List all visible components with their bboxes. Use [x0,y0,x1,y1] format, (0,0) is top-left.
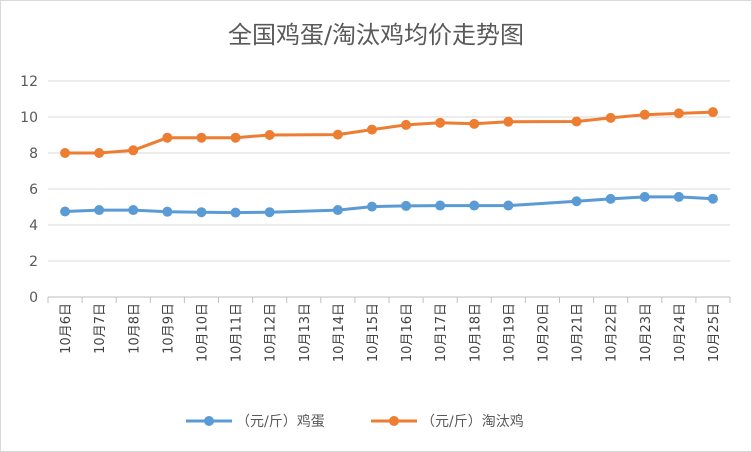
data-point [128,205,139,216]
x-tick-label: 10月18日 [468,303,483,362]
x-tick-label: 10月7日 [93,303,108,354]
x-tick-label: 10月13日 [298,303,313,362]
x-tick-label: 10月11日 [230,303,245,362]
x-tick-label: 10月24日 [673,303,688,362]
data-point [469,200,480,211]
legend-marker [389,416,399,426]
y-tick-label: 6 [29,182,38,198]
x-tick-label: 10月17日 [434,303,449,362]
legend-label: （元/斤）淘汰鸡 [421,413,524,430]
data-point [128,145,139,156]
data-point [332,129,343,140]
data-point [639,109,650,120]
data-point [264,130,275,140]
data-point [162,132,173,143]
data-point [60,148,71,158]
x-tick-label: 10月8日 [127,303,142,354]
x-tick-label: 10月22日 [605,303,620,362]
data-point [673,191,684,202]
y-tick-label: 0 [29,290,38,306]
series-line-0 [63,195,715,215]
data-point [605,112,616,123]
series-line-1 [63,110,715,155]
data-point [332,205,343,216]
data-point [366,124,377,135]
y-tick-label: 4 [29,218,38,234]
x-tick-label: 10月25日 [707,303,722,362]
data-point [707,193,718,204]
data-point [639,191,650,202]
data-point [230,207,241,218]
legend-label: （元/斤）鸡蛋 [236,413,325,430]
x-tick-label: 10月16日 [400,303,415,362]
data-point [94,205,105,216]
x-tick-label: 10月6日 [59,303,74,354]
data-point [162,206,173,217]
data-point [469,118,480,129]
data-point [707,107,718,118]
data-point [196,207,207,218]
chart-title: 全国鸡蛋/淘汰鸡均价走势图 [227,21,525,49]
x-tick-label: 10月14日 [332,303,347,362]
x-tick-label: 10月10日 [195,303,210,362]
data-point [571,196,582,207]
data-point [435,117,446,128]
y-tick-label: 2 [29,254,38,270]
x-tick-label: 10月12日 [264,303,279,362]
y-tick-label: 10 [20,110,38,126]
x-tick-label: 10月15日 [366,303,381,362]
y-tick-label: 8 [29,146,38,162]
data-point [196,132,207,143]
data-point [435,200,446,211]
legend-marker [204,416,214,426]
data-point [230,132,241,143]
data-point [401,119,412,130]
data-point [94,148,105,158]
x-tick-label: 10月9日 [161,303,176,354]
x-tick-label: 10月21日 [571,303,586,362]
data-point [571,116,582,127]
data-point [264,207,275,218]
data-point [60,206,71,217]
data-point [503,116,514,127]
data-point [605,193,616,204]
x-tick-label: 10月20日 [536,303,551,362]
data-point [673,108,684,119]
x-tick-label: 10月19日 [502,303,517,362]
data-point [366,201,377,212]
data-point [401,200,412,211]
x-tick-label: 10月23日 [639,303,654,362]
y-tick-label: 12 [20,74,38,90]
data-point [503,200,514,211]
